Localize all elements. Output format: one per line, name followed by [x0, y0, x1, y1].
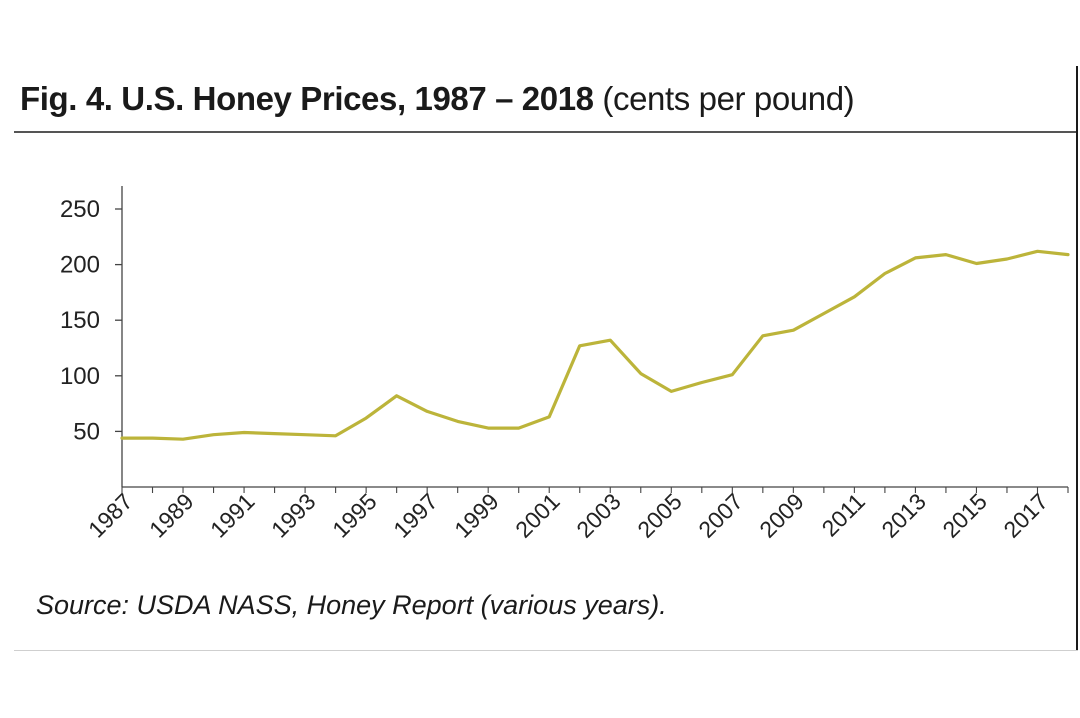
x-tick-label: 2011 — [817, 488, 870, 541]
source-note: Source: USDA NASS, Honey Report (various… — [36, 590, 667, 620]
y-tick-label: 200 — [60, 252, 100, 279]
x-tick-label: 1991 — [205, 488, 260, 543]
figure-title-units: (cents per pound) — [602, 80, 855, 117]
x-tick-label: 1995 — [327, 488, 382, 543]
x-tick-label: 1993 — [266, 488, 321, 543]
x-tick-label: 2003 — [571, 488, 626, 543]
figure-title: Fig. 4. U.S. Honey Prices, 1987 – 2018 (… — [20, 80, 855, 118]
title-rule — [14, 131, 1078, 133]
x-tick-label: 1997 — [388, 488, 443, 543]
x-tick-label: 2013 — [876, 488, 931, 543]
x-tick-label: 2005 — [632, 488, 687, 543]
x-tick-label: 2017 — [998, 488, 1053, 543]
price-series-line — [120, 249, 1070, 441]
right-border-rule — [1076, 66, 1078, 651]
y-tick-label: 100 — [60, 363, 100, 390]
y-tick-label: 50 — [73, 418, 100, 445]
x-tick-label: 2015 — [937, 488, 992, 543]
y-tick-label: 250 — [60, 196, 100, 223]
x-tick-label: 1989 — [144, 488, 199, 543]
x-tick-label: 1987 — [83, 488, 138, 543]
x-tick-label: 2001 — [510, 488, 565, 543]
y-tick-label: 150 — [60, 307, 100, 334]
bottom-border-rule — [14, 650, 1078, 651]
figure-title-main: Fig. 4. U.S. Honey Prices, 1987 – 2018 — [20, 80, 594, 117]
x-tick-label: 2009 — [754, 488, 809, 543]
x-tick-label: 2007 — [693, 488, 748, 543]
x-tick-label: 1999 — [449, 488, 504, 543]
